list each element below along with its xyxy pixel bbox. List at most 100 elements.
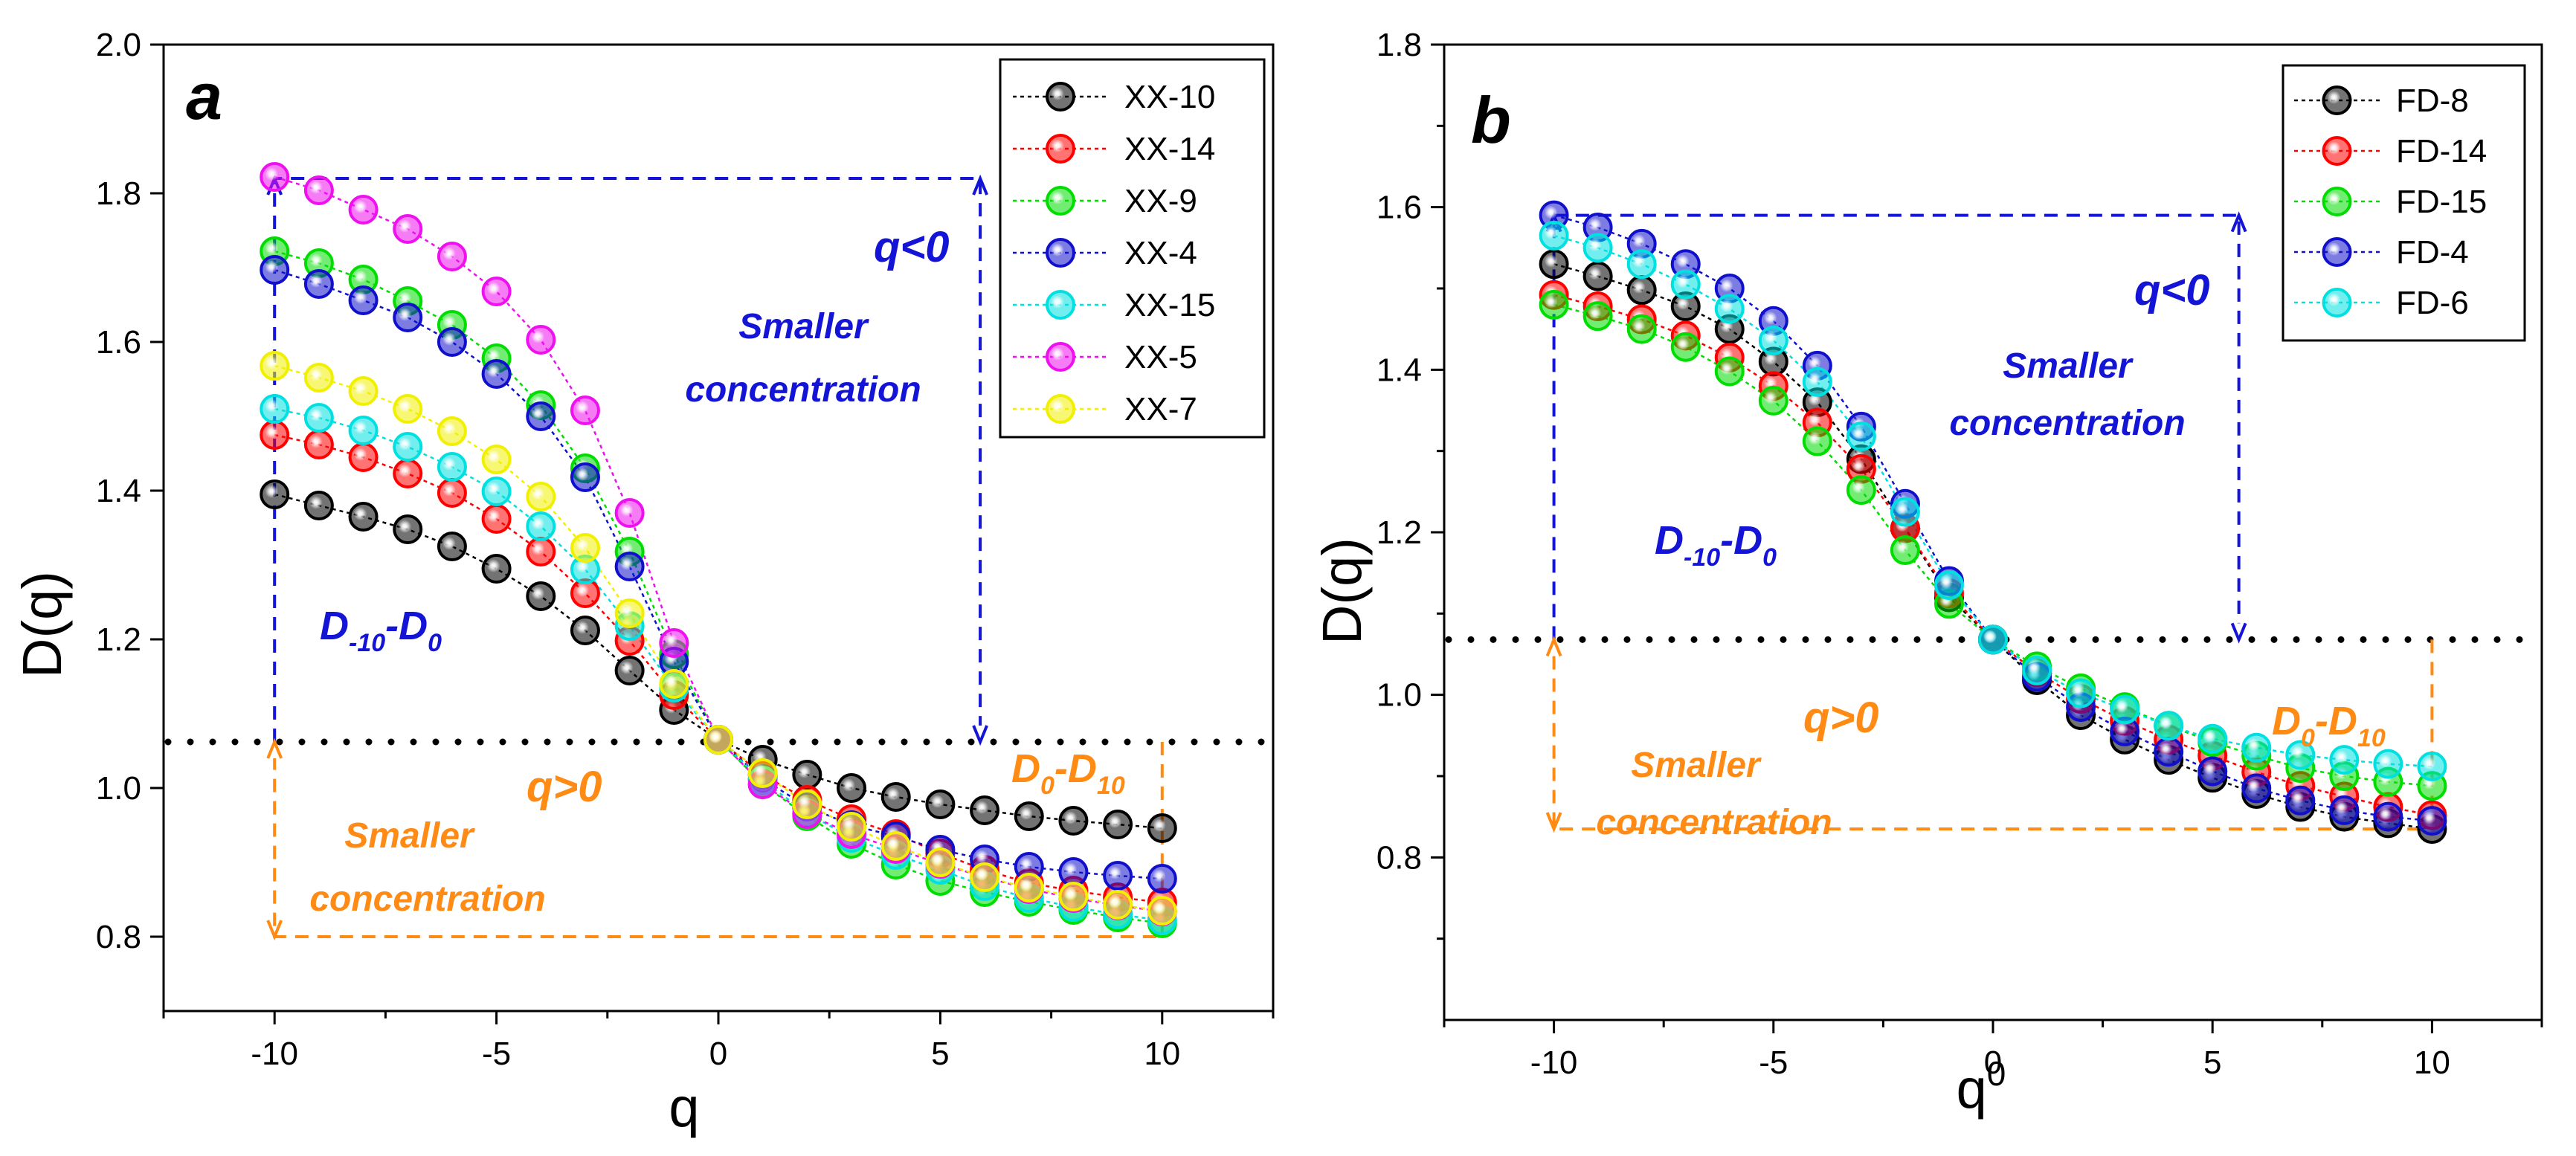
data-point-XX-7 (1014, 873, 1044, 902)
panel-a-negative-concentration-label: concentration (685, 370, 921, 410)
data-point-FD-15 (1714, 356, 1745, 387)
panel-a-q-negative-label: q<0 (874, 223, 950, 271)
data-point-XX-5 (393, 214, 423, 244)
panel-b-x-axis-label: q0 (1957, 1054, 2006, 1120)
legend-item-FD-6: FD-6 (2294, 285, 2469, 321)
legend-item-XX-7: XX-7 (1013, 391, 1197, 427)
data-point-FD-15 (1802, 426, 1832, 456)
panel-a-x-axis-label: q (669, 1076, 699, 1138)
legend-label: FD-15 (2396, 184, 2487, 220)
panel-a-plot-area (164, 162, 1272, 941)
data-point-XX-10 (1058, 806, 1089, 836)
data-point-XX-4 (260, 255, 290, 285)
data-point-XX-4 (1147, 864, 1177, 894)
panel-a-y-axis-label: D(q) (11, 571, 73, 678)
data-point-XX-15 (348, 416, 379, 445)
y-tick-label: 1.6 (96, 324, 141, 361)
data-point-XX-10 (526, 581, 556, 611)
data-point-XX-10 (1014, 801, 1044, 831)
data-point-FD-6 (2197, 723, 2228, 754)
data-point-XX-7 (747, 758, 778, 788)
data-point-FD-4 (1539, 200, 1569, 230)
data-point-FD-6 (2329, 745, 2360, 775)
data-point-XX-4 (437, 327, 467, 357)
panel-a-range-negative-label: D-10-D0 (320, 604, 442, 657)
legend-label: FD-4 (2396, 234, 2469, 271)
data-point-XX-7 (1147, 896, 1177, 926)
data-point-XX-4 (348, 285, 379, 315)
panel-b-positive-smaller-label: Smaller (1631, 746, 1762, 785)
data-point-XX-15 (393, 432, 423, 462)
data-point-XX-4 (1058, 857, 1089, 887)
data-point-FD-15 (1846, 475, 1876, 506)
data-point-XX-15 (481, 477, 512, 506)
data-point-XX-7 (614, 598, 645, 628)
y-tick-label: 1.0 (1376, 677, 1422, 714)
data-point-FD-6 (1670, 269, 1701, 300)
positive-range-bracket (1552, 639, 2434, 831)
data-point-XX-14 (526, 537, 556, 566)
legend-item-XX-5: XX-5 (1013, 339, 1197, 375)
data-point-XX-14 (481, 504, 512, 534)
data-point-XX-5 (481, 277, 512, 306)
panel-b-legend-items: FD-8 FD-14 FD-15 FD-4 FD-6 (2294, 83, 2487, 321)
data-point-XX-10 (837, 773, 867, 803)
series-line-XX-7 (274, 364, 1162, 912)
legend-label: XX-5 (1124, 339, 1197, 375)
x-tick-label: -5 (1759, 1044, 1788, 1081)
data-point-FD-6 (2417, 751, 2447, 781)
data-point-FD-15 (1539, 289, 1569, 320)
data-point-XX-5 (526, 325, 556, 355)
data-point-XX-14 (303, 430, 334, 459)
data-point-XX-10 (880, 782, 911, 812)
data-point-FD-6 (2373, 749, 2403, 779)
data-point-XX-10 (260, 479, 290, 509)
panel-b-plot-area (1445, 200, 2541, 845)
panel-a-negative-smaller-label: Smaller (738, 307, 869, 346)
x-tick-label: 0 (1984, 1044, 2002, 1081)
data-point-XX-10 (393, 514, 423, 544)
data-point-XX-5 (437, 242, 467, 271)
data-point-XX-14 (348, 442, 379, 472)
data-point-FD-6 (1714, 294, 1745, 324)
data-point-XX-10 (303, 491, 334, 520)
panel-b: -10 -5 0 5 10 0.8 1.0 1.2 1.4 1.6 1.8 b q0 D(q) q<… (1311, 27, 2543, 1120)
panel-b-axis-ticks: -10 -5 0 5 10 0.8 1.0 1.2 1.4 1.6 1.8 (1376, 27, 2543, 1081)
data-point-FD-15 (1626, 314, 1657, 344)
legend-label: XX-9 (1124, 183, 1197, 219)
data-point-XX-10 (792, 760, 822, 789)
data-point-FD-15 (1758, 385, 1788, 416)
legend-item-FD-8: FD-8 (2294, 83, 2469, 119)
data-point-FD-15 (1890, 535, 1920, 566)
data-point-XX-7 (526, 482, 556, 511)
panel-b-q-positive-label: q>0 (1803, 694, 1879, 742)
arrowhead (972, 174, 988, 196)
panel-a-positive-smaller-label: Smaller (344, 816, 475, 856)
arrowhead (2230, 622, 2247, 644)
y-tick-label: 1.8 (1376, 27, 1422, 63)
data-point-XX-10 (570, 616, 600, 645)
data-point-FD-6 (2154, 711, 2184, 741)
data-point-XX-15 (437, 452, 467, 482)
legend-label: FD-14 (2396, 133, 2487, 169)
panel-a-range-positive-label: D0-D10 (1011, 746, 1125, 800)
data-point-XX-10 (348, 502, 379, 532)
data-point-FD-15 (1670, 332, 1701, 362)
panel-b-q-negative-label: q<0 (2134, 266, 2210, 314)
arrowhead (1545, 812, 1562, 833)
x-tick-label: 10 (1144, 1036, 1180, 1072)
data-point-XX-4 (526, 401, 556, 431)
legend-label: FD-8 (2396, 83, 2469, 119)
data-point-XX-7 (925, 847, 956, 877)
legend-label: XX-7 (1124, 391, 1197, 427)
data-point-XX-7 (659, 669, 689, 699)
data-point-FD-6 (1758, 325, 1788, 355)
data-point-XX-10 (437, 532, 467, 561)
data-point-FD-4 (2241, 773, 2272, 804)
data-point-FD-6 (1933, 570, 1964, 601)
panel-b-negative-smaller-label: Smaller (2003, 346, 2134, 386)
legend-item-XX-14: XX-14 (1013, 131, 1215, 167)
legend-item-FD-14: FD-14 (2294, 133, 2487, 169)
panel-a-label: a (186, 59, 222, 133)
arrowhead (2230, 211, 2247, 233)
